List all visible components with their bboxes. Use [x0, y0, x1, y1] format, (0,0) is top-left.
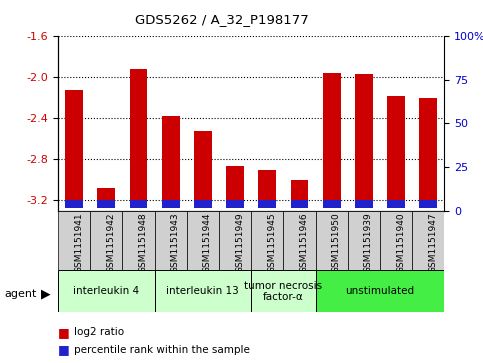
Bar	[129, 69, 147, 208]
Text: unstimulated: unstimulated	[345, 286, 414, 296]
Text: agent: agent	[5, 289, 37, 299]
Text: interleukin 13: interleukin 13	[167, 286, 239, 296]
Bar	[58, 211, 90, 270]
Bar	[98, 200, 115, 208]
Bar	[258, 170, 276, 208]
Bar	[355, 74, 373, 208]
Bar	[323, 200, 341, 208]
Bar	[226, 167, 244, 208]
Text: percentile rank within the sample: percentile rank within the sample	[74, 344, 250, 355]
Bar	[284, 211, 315, 270]
Bar	[90, 211, 122, 270]
Text: GSM1151948: GSM1151948	[139, 212, 147, 273]
Bar	[258, 200, 276, 208]
Text: ▶: ▶	[41, 287, 51, 301]
Bar	[187, 211, 219, 270]
Bar	[355, 200, 373, 208]
Text: GSM1151945: GSM1151945	[267, 212, 276, 273]
Bar	[387, 200, 405, 208]
Bar	[129, 200, 147, 208]
Bar	[291, 180, 308, 208]
Bar	[291, 200, 308, 208]
Bar	[162, 116, 180, 208]
Bar	[65, 90, 83, 208]
Bar	[348, 211, 380, 270]
Text: ■: ■	[58, 326, 70, 339]
Bar	[58, 270, 155, 312]
Bar	[387, 96, 405, 208]
Bar	[122, 211, 155, 270]
Bar	[98, 188, 115, 208]
Bar	[65, 200, 83, 208]
Bar	[419, 98, 437, 208]
Bar	[315, 211, 348, 270]
Text: interleukin 4: interleukin 4	[73, 286, 139, 296]
Bar	[315, 270, 444, 312]
Text: GSM1151939: GSM1151939	[364, 212, 373, 273]
Text: GSM1151946: GSM1151946	[299, 212, 309, 273]
Bar	[155, 270, 251, 312]
Bar	[155, 211, 187, 270]
Bar	[323, 73, 341, 208]
Text: GSM1151940: GSM1151940	[396, 212, 405, 273]
Bar	[419, 200, 437, 208]
Text: ■: ■	[58, 343, 70, 356]
Bar	[251, 270, 315, 312]
Text: tumor necrosis
factor-α: tumor necrosis factor-α	[244, 281, 323, 302]
Text: log2 ratio: log2 ratio	[74, 327, 124, 337]
Bar	[226, 200, 244, 208]
Bar	[194, 200, 212, 208]
Text: GSM1151949: GSM1151949	[235, 212, 244, 273]
Bar	[162, 200, 180, 208]
Bar	[251, 211, 284, 270]
Text: GSM1151947: GSM1151947	[428, 212, 437, 273]
Bar	[219, 211, 251, 270]
Text: GSM1151950: GSM1151950	[332, 212, 341, 273]
Text: GSM1151941: GSM1151941	[74, 212, 83, 273]
Text: GSM1151942: GSM1151942	[106, 212, 115, 273]
Text: GSM1151943: GSM1151943	[170, 212, 180, 273]
Bar	[194, 131, 212, 208]
Bar	[412, 211, 444, 270]
Text: GSM1151944: GSM1151944	[203, 212, 212, 273]
Text: GDS5262 / A_32_P198177: GDS5262 / A_32_P198177	[135, 13, 309, 26]
Bar	[380, 211, 412, 270]
